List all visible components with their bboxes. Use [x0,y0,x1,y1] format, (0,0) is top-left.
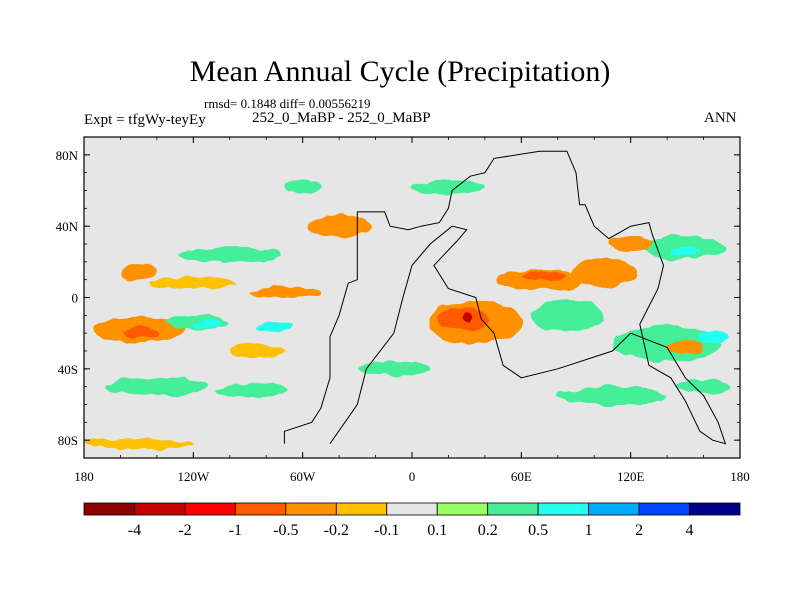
contour-region-11 [306,215,372,237]
colorbar: -4 -2 -1 -0.5 -0.2 -0.1 0.1 0.2 0.5 1 2 4 [83,502,741,539]
x-tick-label: 180 [730,469,750,484]
contour-region-31 [357,361,431,376]
y-tick-label: 0 [72,291,79,306]
contour-region-25 [698,331,728,343]
contour-fill-layer [84,179,731,450]
contour-region-19 [530,299,604,332]
contour-region-8 [215,383,289,398]
colorbar-level-label: -4 [128,522,141,539]
colorbar-swatch-5 [335,502,388,516]
x-tick-label: 180 [74,469,94,484]
contour-region-20 [570,258,637,287]
x-tick-label: 0 [409,469,416,484]
contour-region-23 [612,326,722,362]
contour-region-16 [461,313,473,321]
y-tick-label: 80S [58,433,78,448]
colorbar-level-label: -2 [178,522,191,539]
colorbar-level-label: -0.1 [374,522,399,539]
plot-background [84,137,740,458]
rmsd-diff-stats: rmsd= 0.1848 diff= 0.00556219 [204,96,371,111]
y-tick-label: 40N [56,219,79,234]
y-tick-label: 80N [56,148,79,163]
colorbar-level-label: 4 [686,522,694,539]
colorbar-level-label: 0.1 [427,522,447,539]
colorbar-level-label: 1 [585,522,593,539]
colorbar-swatch-6 [386,502,438,516]
contour-region-5 [191,320,225,328]
colorbar-swatch-1 [134,502,186,516]
colorbar-swatch-4 [285,502,337,516]
experiment-label: Expt = tfgWy-teyEy [84,112,206,128]
contour-region-7 [105,377,208,396]
continent-outline [283,150,727,445]
x-tick-label: 120W [177,469,210,484]
contour-region-6 [178,247,281,262]
contour-region-9 [229,343,285,359]
contour-region-26 [557,386,668,405]
colorbar-swatch-11 [638,502,690,516]
contour-region-27 [676,379,731,394]
x-tick-label: 60W [290,469,316,484]
contour-region-12 [284,179,321,195]
colorbar-level-label: 0.5 [528,522,548,539]
contour-region-29 [412,179,485,195]
x-tick-label: 60E [511,469,532,484]
contour-region-3 [124,327,161,339]
contour-region-18 [521,270,566,282]
y-tick-label: 40S [58,362,78,377]
y-axis: 80N 40N 0 40S 80S [56,148,740,448]
colorbar-swatch-2 [184,502,236,516]
season-label: ANN [704,110,737,126]
contour-region-28 [84,438,194,450]
contour-region-1 [149,277,238,289]
colorbar-swatch-8 [487,502,539,516]
coastline-layer [283,150,727,445]
case-label: 252_0_MaBP - 252_0_MaBP [252,110,431,126]
colorbar-level-label: -0.2 [324,522,349,539]
colorbar-swatch-7 [436,502,489,516]
contour-region-30 [608,236,653,252]
colorbar-swatch-12 [689,502,741,516]
colorbar-level-label: 2 [635,522,643,539]
colorbar-swatch-10 [588,502,640,516]
contour-region-10 [257,320,294,332]
contour-region-13 [248,286,321,298]
colorbar-level-label: -0.5 [273,522,298,539]
colorbar-swatch-3 [234,502,287,516]
colorbar-swatch-0 [83,502,135,516]
colorbar-level-label: -1 [229,522,242,539]
colorbar-swatch-9 [537,502,590,516]
chart-title: Mean Annual Cycle (Precipitation) [189,55,611,88]
contour-region-0 [120,263,157,282]
x-tick-label: 120E [617,469,645,484]
contour-region-24 [667,340,704,355]
colorbar-level-label: 0.2 [478,522,498,539]
x-axis: 180 120W 60W 0 60E 120E 180 [74,137,750,484]
contour-region-22 [670,245,700,257]
